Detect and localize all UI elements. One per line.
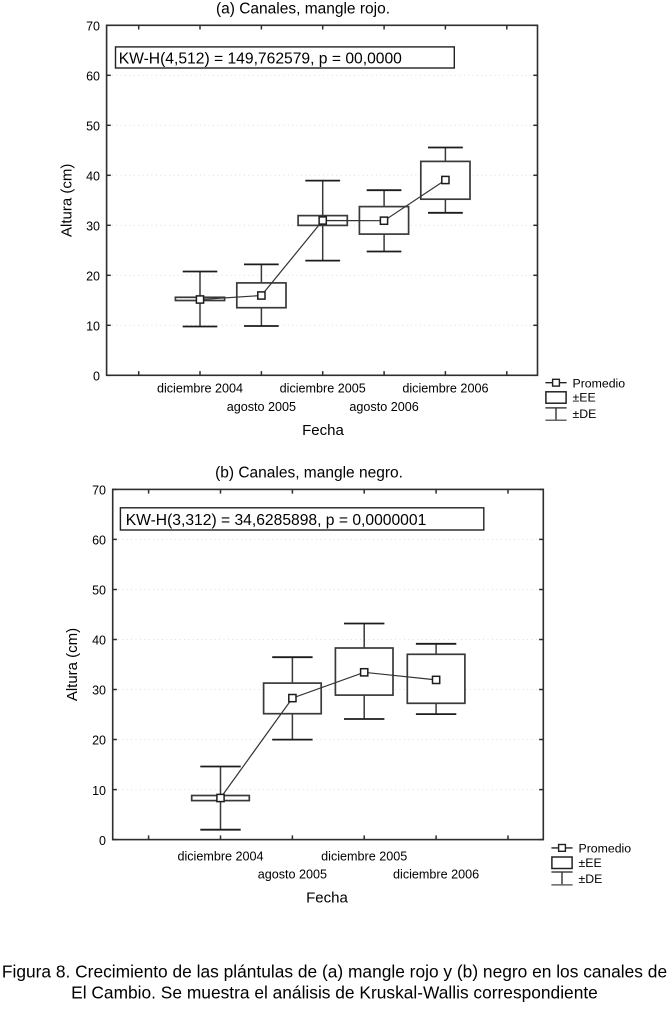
- svg-text:El Cambio. Se muestra el análi: El Cambio. Se muestra el análisis de Kru…: [71, 982, 598, 1002]
- svg-text:30: 30: [92, 684, 106, 698]
- svg-text:40: 40: [86, 170, 100, 184]
- svg-text:KW-H(4,512) = 149,762579, p =: KW-H(4,512) = 149,762579, p = 00,0000: [119, 51, 402, 68]
- svg-text:60: 60: [86, 70, 100, 84]
- svg-text:Figura 8. Crecimiento de las p: Figura 8. Crecimiento de las plántulas d…: [2, 962, 667, 982]
- svg-text:diciembre 2004: diciembre 2004: [177, 850, 263, 864]
- svg-text:Promedio: Promedio: [573, 376, 626, 390]
- svg-text:diciembre 2005: diciembre 2005: [280, 382, 366, 396]
- svg-text:70: 70: [92, 484, 106, 498]
- svg-text:0: 0: [99, 834, 106, 848]
- svg-text:KW-H(3,312) = 34,6285898, p =: KW-H(3,312) = 34,6285898, p = 0,0000001: [126, 512, 427, 529]
- svg-text:70: 70: [86, 20, 100, 34]
- svg-text:agosto 2005: agosto 2005: [258, 868, 327, 882]
- svg-text:10: 10: [92, 784, 106, 798]
- svg-text:diciembre 2006: diciembre 2006: [402, 382, 488, 396]
- svg-text:Fecha: Fecha: [306, 889, 348, 906]
- svg-text:0: 0: [93, 370, 100, 384]
- svg-text:60: 60: [92, 534, 106, 548]
- svg-text:20: 20: [86, 270, 100, 284]
- svg-text:50: 50: [86, 120, 100, 134]
- svg-text:20: 20: [92, 734, 106, 748]
- svg-text:10: 10: [86, 320, 100, 334]
- svg-text:diciembre 2005: diciembre 2005: [321, 850, 407, 864]
- svg-text:Altura (cm): Altura (cm): [59, 164, 76, 237]
- svg-text:50: 50: [92, 584, 106, 598]
- svg-text:diciembre 2004: diciembre 2004: [157, 382, 243, 396]
- svg-text:agosto 2005: agosto 2005: [227, 400, 296, 414]
- svg-text:Promedio: Promedio: [579, 841, 632, 855]
- svg-text:±DE: ±DE: [579, 872, 603, 886]
- svg-text:40: 40: [92, 634, 106, 648]
- svg-text:30: 30: [86, 220, 100, 234]
- svg-text:±EE: ±EE: [579, 856, 602, 870]
- svg-text:(a) Canales, mangle rojo.: (a) Canales, mangle rojo.: [216, 1, 390, 18]
- svg-text:agosto 2006: agosto 2006: [349, 400, 418, 414]
- svg-text:Fecha: Fecha: [302, 422, 344, 439]
- svg-text:±EE: ±EE: [573, 391, 596, 405]
- svg-text:±DE: ±DE: [573, 407, 597, 421]
- svg-text:(b) Canales, mangle negro.: (b) Canales, mangle negro.: [215, 464, 403, 481]
- svg-text:diciembre 2006: diciembre 2006: [393, 868, 479, 882]
- svg-text:Altura (cm): Altura (cm): [64, 628, 81, 701]
